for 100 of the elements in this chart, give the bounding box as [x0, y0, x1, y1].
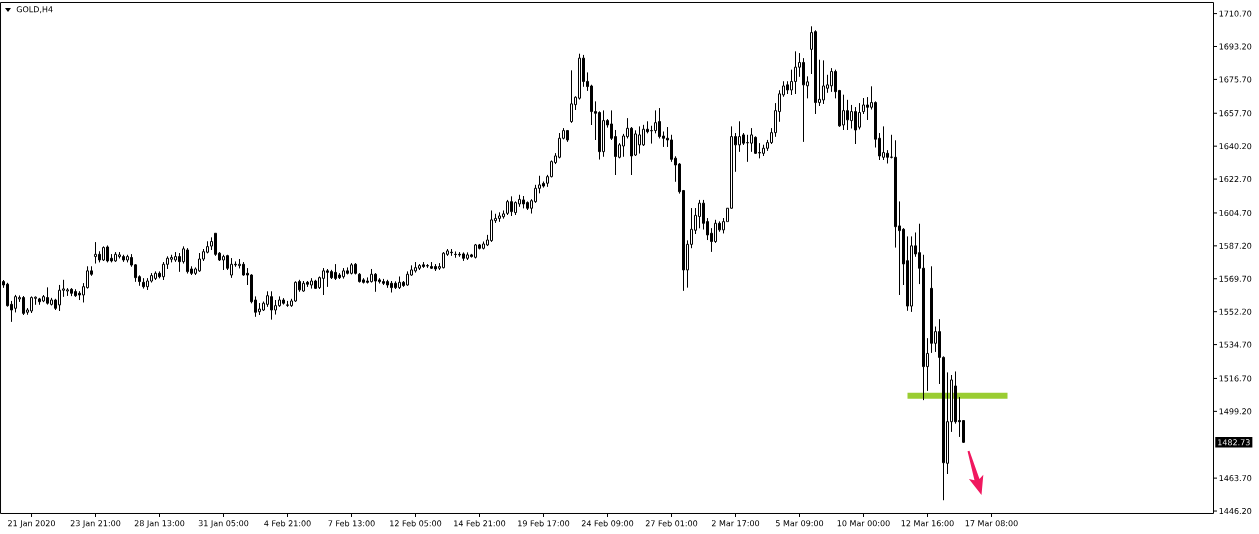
- y-tick-label: 1569.70: [1219, 275, 1252, 282]
- candlestick: [434, 263, 438, 272]
- candlestick: [310, 277, 314, 289]
- candlestick: [794, 51, 798, 95]
- candlestick: [346, 267, 350, 275]
- candlestick: [230, 257, 234, 279]
- x-tick-label: 12 Feb 05:00: [390, 520, 442, 527]
- candlestick: [354, 262, 358, 275]
- candlestick: [842, 94, 846, 131]
- y-tick-label: 1463.70: [1219, 475, 1252, 482]
- candlestick: [490, 210, 494, 243]
- y-tick-label: 1499.20: [1219, 408, 1252, 415]
- candlestick: [498, 212, 502, 223]
- y-tick-label: 1710.70: [1219, 10, 1252, 17]
- candlestick: [286, 300, 290, 308]
- candlestick: [814, 30, 818, 115]
- candlestick: [414, 261, 418, 273]
- y-tick-label: 1622.70: [1219, 176, 1252, 183]
- candlestick: [70, 287, 74, 297]
- candlestick: [442, 251, 446, 269]
- candlestick: [74, 288, 78, 298]
- x-tick-label: 7 Feb 13:00: [328, 520, 375, 527]
- x-tick-label: 4 Feb 21:00: [264, 520, 311, 527]
- candlestick: [118, 251, 122, 259]
- candlestick: [126, 254, 130, 263]
- x-tick-label: 14 Feb 21:00: [454, 520, 506, 527]
- candlestick: [102, 246, 106, 262]
- candlestick: [458, 251, 462, 258]
- candlestick: [38, 297, 42, 306]
- candlestick: [106, 245, 110, 263]
- y-tick-label: 1446.20: [1219, 508, 1252, 515]
- candlestick: [466, 252, 470, 261]
- candlestick: [882, 126, 886, 161]
- candlestick: [58, 284, 62, 312]
- candlestick: [122, 254, 126, 263]
- candlestick: [386, 279, 390, 289]
- candlestick: [454, 251, 458, 259]
- x-tick-label: 24 Feb 09:00: [581, 520, 634, 527]
- candlestick: [362, 277, 366, 284]
- candlestick: [162, 261, 166, 281]
- candlestick: [22, 295, 26, 316]
- candlestick: [382, 278, 386, 286]
- candlestick: [334, 263, 338, 281]
- x-tick-label: 19 Feb 17:00: [518, 520, 570, 527]
- x-tick-label: 27 Feb 01:00: [645, 520, 698, 527]
- candlestick: [474, 243, 478, 259]
- candlestick: [302, 280, 306, 293]
- text: 1482.73: [1218, 439, 1250, 446]
- y-tick-label: 1640.20: [1219, 143, 1252, 150]
- candlestick: [154, 271, 158, 281]
- candlestick: [570, 70, 574, 124]
- candlestick: [846, 99, 850, 131]
- candlestick: [506, 199, 510, 216]
- x-tick-label: 31 Jan 05:00: [198, 520, 249, 528]
- candlestick: [294, 281, 298, 303]
- candlestick: [762, 144, 766, 157]
- x-tick-label: 10 Mar 00:00: [837, 520, 890, 527]
- candlestick: [342, 267, 346, 279]
- candlestick: [114, 251, 118, 263]
- candlestick: [430, 261, 434, 270]
- y-tick-label: 1516.70: [1219, 375, 1252, 382]
- x-tick-label: 2 Mar 17:00: [711, 520, 760, 527]
- candlestick: [450, 248, 454, 257]
- x-tick-label: 21 Jan 2020: [8, 520, 55, 528]
- x-tick-label: 23 Jan 21:00: [70, 520, 121, 528]
- candlestick: [374, 272, 378, 293]
- candlestick: [398, 276, 402, 290]
- x-tick-label: 5 Mar 09:00: [775, 520, 824, 527]
- candlestick: [418, 263, 422, 271]
- candlestick: [214, 232, 218, 257]
- candlestick: [422, 261, 426, 269]
- x-tick-label: 28 Jan 13:00: [134, 520, 185, 528]
- y-tick-label: 1693.20: [1219, 43, 1252, 50]
- candlestick: [282, 297, 286, 305]
- candlestick: [186, 247, 190, 274]
- candlestick: [270, 291, 274, 320]
- candlestick: [314, 279, 318, 290]
- candlestick: [46, 287, 50, 305]
- candlestick: [602, 110, 606, 158]
- candlestick: [462, 252, 466, 262]
- y-tick-label: 1675.70: [1219, 76, 1252, 83]
- candlestick: [930, 266, 934, 354]
- y-tick-label: 1604.70: [1219, 209, 1252, 216]
- candlestick: [910, 236, 914, 313]
- x-tick-label: 12 Mar 16:00: [901, 520, 954, 527]
- candlestick: [522, 195, 526, 209]
- y-tick-label: 1587.20: [1219, 242, 1252, 249]
- y-tick-label: 1534.70: [1219, 341, 1252, 348]
- candlestick: [94, 241, 98, 264]
- candlestick: [198, 252, 202, 273]
- candlestick: [802, 57, 806, 143]
- candlestick: [146, 277, 150, 291]
- x-tick-label: 17 Mar 08:00: [965, 520, 1018, 527]
- candlestick: [306, 280, 310, 288]
- candlestick: [822, 60, 826, 105]
- candlestick: [358, 272, 362, 283]
- candlestick: [426, 263, 430, 269]
- candlestick: [322, 267, 326, 296]
- candlestick: [566, 129, 570, 143]
- chart-title: GOLD,H4: [16, 6, 53, 14]
